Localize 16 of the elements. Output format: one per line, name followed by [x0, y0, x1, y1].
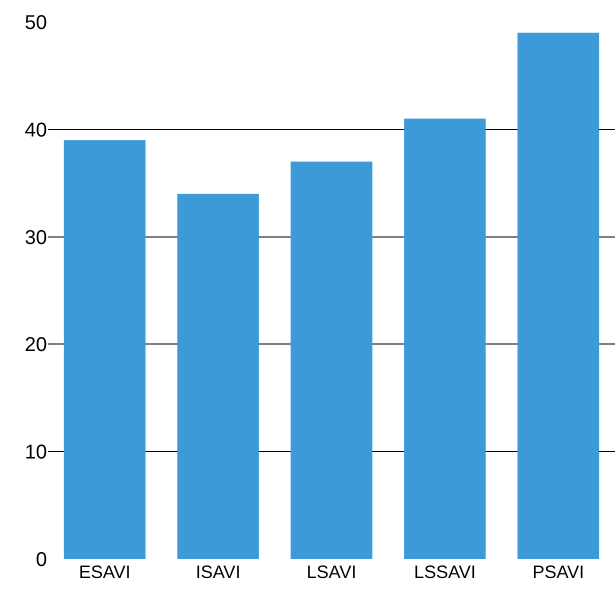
- x-tick-label: LSAVI: [306, 562, 356, 582]
- x-tick-label: PSAVI: [532, 562, 584, 582]
- bar: [64, 140, 146, 559]
- y-tick-label: 40: [24, 119, 47, 142]
- x-tick-label: ISAVI: [196, 562, 240, 582]
- bar: [404, 118, 486, 559]
- bar: [517, 32, 600, 559]
- x-tick-label: ESAVI: [78, 562, 131, 582]
- y-tick-label: 50: [24, 12, 47, 34]
- x-tick-label: LSSAVI: [414, 562, 476, 582]
- bar: [290, 162, 372, 559]
- y-tick-label: 30: [24, 226, 47, 249]
- y-tick-label: 0: [36, 549, 47, 571]
- y-tick-label: 20: [24, 334, 47, 356]
- y-tick-label: 10: [24, 442, 47, 464]
- bar: [177, 194, 259, 559]
